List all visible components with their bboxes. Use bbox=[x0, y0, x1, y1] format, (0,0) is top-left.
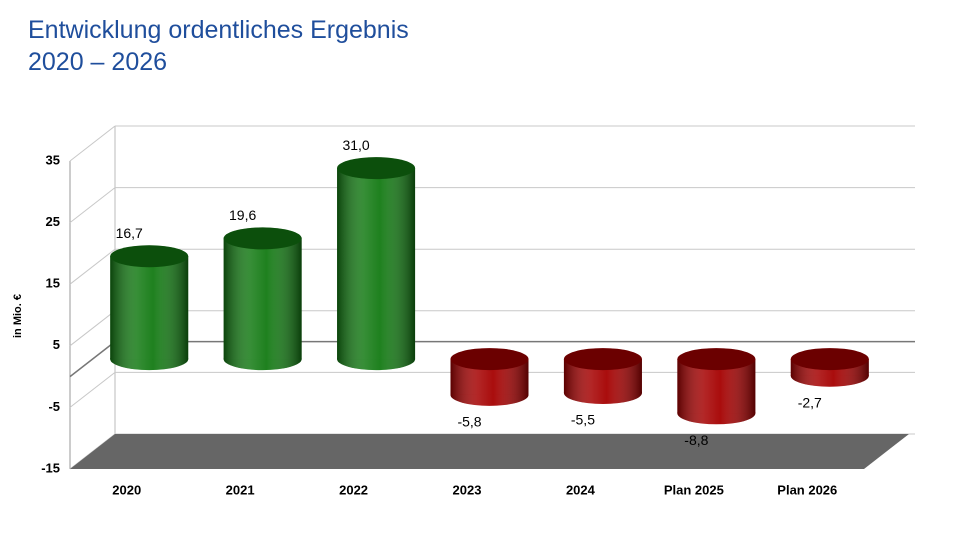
bar-shade bbox=[223, 238, 302, 360]
y-axis-label: in Mio. € bbox=[12, 294, 24, 338]
grid-line bbox=[69, 248, 116, 285]
zero-line bbox=[69, 341, 116, 378]
bar-top bbox=[223, 227, 302, 250]
grid-line bbox=[69, 372, 116, 408]
y-tick-label: 5 bbox=[53, 337, 60, 352]
x-tick-label: 2021 bbox=[226, 482, 255, 497]
value-label: -2,7 bbox=[798, 394, 822, 410]
value-label: 16,7 bbox=[116, 225, 143, 241]
y-tick-label: 25 bbox=[46, 214, 60, 229]
grid-line bbox=[69, 310, 116, 347]
bar-top-shade bbox=[110, 245, 189, 268]
bar-top bbox=[677, 348, 756, 371]
x-tick-label: 2020 bbox=[112, 482, 141, 497]
value-label: 31,0 bbox=[342, 137, 369, 153]
x-tick-label: 2024 bbox=[566, 482, 596, 497]
bar-top-shade bbox=[563, 348, 642, 371]
bar-shade bbox=[110, 256, 189, 360]
bar-top bbox=[450, 348, 529, 371]
y-tick-label: -5 bbox=[48, 399, 60, 414]
bar-top-shade bbox=[223, 227, 302, 250]
y-tick-label: 15 bbox=[46, 276, 60, 291]
bar-top bbox=[110, 245, 189, 268]
value-label: -5,8 bbox=[457, 414, 481, 430]
bar-top-shade bbox=[790, 348, 869, 371]
floor bbox=[70, 434, 909, 469]
chart-subtitle: 2020 – 2026 bbox=[28, 48, 167, 76]
x-tick-label: 2022 bbox=[339, 482, 368, 497]
y-tick-label: -15 bbox=[41, 460, 60, 475]
x-tick-label: Plan 2026 bbox=[777, 482, 837, 497]
grid-line bbox=[69, 187, 116, 223]
bar-top-shade bbox=[677, 348, 756, 371]
chart-title: Entwicklung ordentliches Ergebnis bbox=[28, 16, 409, 44]
bar-shade bbox=[337, 168, 416, 360]
bar-top-shade bbox=[337, 157, 416, 180]
bar-top bbox=[790, 348, 869, 371]
value-label: 19,6 bbox=[229, 207, 256, 223]
value-label: -5,5 bbox=[571, 412, 595, 428]
bar-top bbox=[563, 348, 642, 371]
y-tick-label: 35 bbox=[46, 152, 60, 167]
grid-line bbox=[69, 125, 116, 162]
x-tick-label: 2023 bbox=[453, 482, 482, 497]
x-tick-label: Plan 2025 bbox=[664, 482, 724, 497]
bar-top bbox=[337, 157, 416, 180]
bar-top-shade bbox=[450, 348, 529, 371]
value-label: -8,8 bbox=[684, 432, 708, 448]
